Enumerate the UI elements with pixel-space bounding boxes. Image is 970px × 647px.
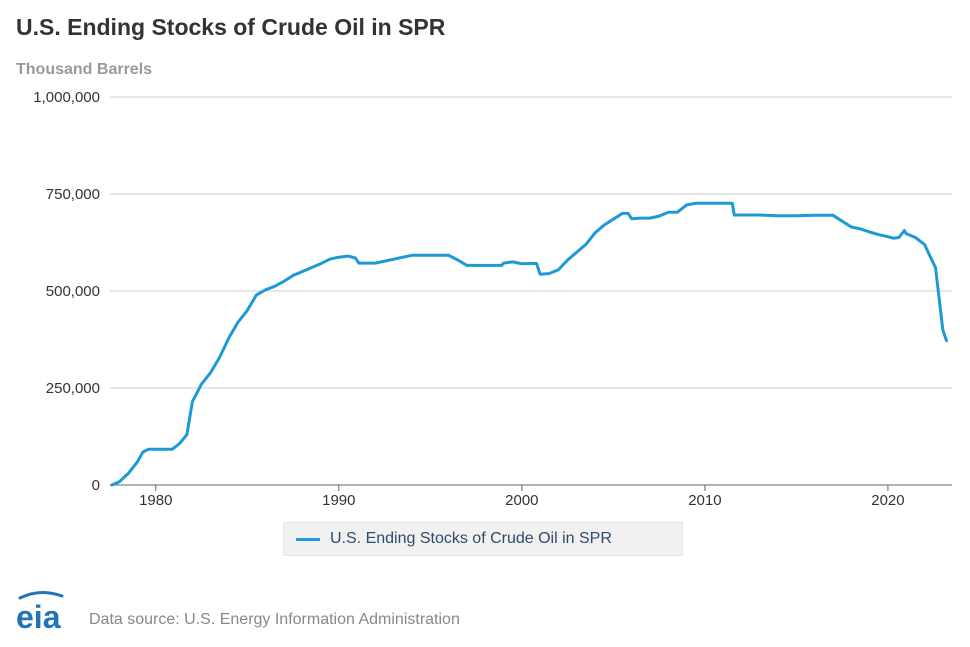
y-tick-label: 750,000 (46, 186, 100, 203)
legend-swatch (296, 537, 320, 541)
eia-logo: eia (16, 591, 64, 632)
legend[interactable]: U.S. Ending Stocks of Crude Oil in SPR (283, 522, 683, 556)
chart-canvas: 0 250,000 500,000 750,000 1,000,000 1980 1990 2… (33, 89, 952, 509)
y-tick-label: 250,000 (46, 380, 100, 397)
x-tick-label: 1980 (139, 492, 172, 509)
y-tick-label: 0 (92, 477, 100, 494)
y-tick-label: 500,000 (46, 283, 100, 300)
series-line (110, 201, 948, 487)
chart-title: U.S. Ending Stocks of Crude Oil in SPR (16, 14, 446, 40)
eia-logo-text: eia (16, 599, 61, 632)
x-tick-label: 2010 (688, 492, 721, 509)
data-source: Data source: U.S. Energy Information Adm… (89, 611, 460, 628)
y-tick-label: 1,000,000 (33, 89, 100, 106)
chart-subtitle: Thousand Barrels (16, 61, 153, 78)
x-tick-label: 2000 (505, 492, 538, 509)
x-tick-label: 1990 (322, 492, 355, 509)
legend-label: U.S. Ending Stocks of Crude Oil in SPR (330, 530, 612, 547)
x-tick-label: 2020 (871, 492, 904, 509)
